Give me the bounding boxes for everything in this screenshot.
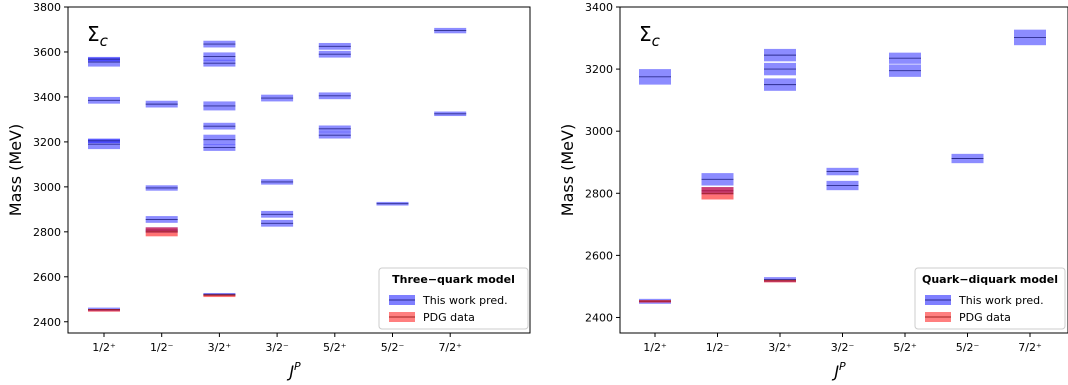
- y-tick-label: 3400: [585, 1, 613, 14]
- x-tick-label: 5/2⁺: [323, 341, 347, 354]
- legend: Three−quark model This work pred. PDG data: [378, 267, 529, 330]
- chart-three-quark: 2400 2600 2800 3000 3200 3400 3600 3800 1/2⁺ 1/2⁻…: [6, 1, 531, 381]
- x-tick-label: 3/2⁺: [768, 341, 792, 354]
- chart-quark-diquark: 2400 2600 2800 3000 3200 3400 1/2⁺ 1/2⁻ 3/2⁺ 3/2⁻…: [558, 1, 1068, 381]
- legend-entry: PDG data: [959, 311, 1011, 324]
- x-axis-label-sup: P: [839, 360, 846, 373]
- y-tick-label: 2800: [585, 187, 613, 200]
- plot-frame: [619, 6, 1068, 334]
- x-axis-label: JP: [831, 360, 846, 381]
- x-tick-label: 5/2⁻: [381, 341, 405, 354]
- x-tick-label: 5/2⁺: [893, 341, 917, 354]
- legend-entry: PDG data: [423, 311, 475, 324]
- particle-annotation: Σc: [639, 22, 661, 50]
- x-tick-label: 1/2⁻: [706, 341, 730, 354]
- x-axis-label-main: J: [286, 362, 294, 381]
- y-tick-label: 3000: [585, 125, 613, 138]
- x-tick-label: 1/2⁻: [150, 341, 174, 354]
- level-band: [88, 309, 120, 312]
- y-axis-label: Mass (MeV): [6, 124, 25, 216]
- y-tick-label: 2400: [585, 311, 613, 324]
- y-tick-label: 2600: [585, 249, 613, 262]
- particle-annotation-sub: c: [100, 32, 109, 50]
- legend-box: [378, 267, 529, 330]
- x-tick-label: 7/2⁺: [1018, 341, 1042, 354]
- particle-annotation-sub: c: [652, 32, 661, 50]
- legend-entry: This work pred.: [422, 294, 508, 307]
- legend-title: Quark−diquark model: [922, 273, 1058, 286]
- particle-annotation-main: Σ: [87, 22, 100, 46]
- x-tick-label: 1/2⁺: [92, 341, 116, 354]
- y-axis-label: Mass (MeV): [558, 124, 577, 216]
- x-axis-label: JP: [286, 360, 301, 381]
- legend-box: [914, 267, 1066, 330]
- y-tick-label: 3600: [33, 46, 61, 59]
- legend-entry: This work pred.: [958, 294, 1044, 307]
- series-pdg: [639, 187, 796, 303]
- legend: Quark−diquark model This work pred. PDG da…: [914, 267, 1066, 330]
- particle-annotation: Σc: [87, 22, 109, 50]
- x-tick-label: 3/2⁻: [831, 341, 855, 354]
- x-tick-label: 3/2⁻: [265, 341, 289, 354]
- particle-annotation-main: Σ: [639, 22, 652, 46]
- level-band: [203, 294, 236, 298]
- y-tick-label: 3400: [33, 91, 61, 104]
- plot-frame: [67, 6, 531, 334]
- y-tick-label: 3800: [33, 1, 61, 14]
- y-tick-label: 3200: [585, 63, 613, 76]
- y-tick-label: 2800: [33, 226, 61, 239]
- x-axis-label-sup: P: [294, 360, 301, 373]
- x-tick-label: 5/2⁻: [956, 341, 980, 354]
- y-tick-label: 3200: [33, 136, 61, 149]
- series-pdg: [88, 227, 236, 312]
- y-tick-label: 2400: [33, 316, 61, 329]
- y-tick-label: 2600: [33, 271, 61, 284]
- y-tick-label: 3000: [33, 181, 61, 194]
- legend-title: Three−quark model: [392, 273, 515, 286]
- x-tick-label: 3/2⁺: [208, 341, 232, 354]
- x-axis-label-main: J: [831, 362, 839, 381]
- x-tick-label: 1/2⁺: [643, 341, 667, 354]
- x-tick-label: 7/2⁺: [438, 341, 462, 354]
